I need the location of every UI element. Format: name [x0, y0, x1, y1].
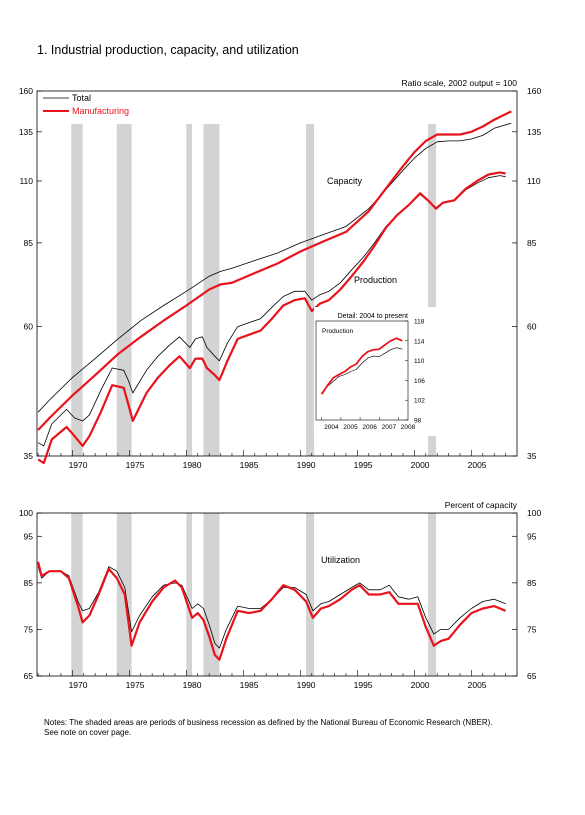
plot-frame — [36, 90, 518, 457]
recession-band — [203, 513, 220, 676]
annotation-production: Production — [354, 275, 397, 285]
x-tick-label: 1970 — [69, 460, 88, 470]
recession-band — [186, 124, 193, 456]
x-tick-label: 1980 — [183, 460, 202, 470]
x-tick-label: 2005 — [468, 460, 487, 470]
y-tick-label-left: 160 — [19, 86, 33, 96]
x-tick-label: 1995 — [354, 680, 373, 690]
y-tick-label-right: 100 — [527, 508, 541, 518]
y-tick-label-right: 65 — [527, 671, 537, 681]
recession-band — [71, 124, 83, 456]
inset-y-tick-label: 110 — [414, 358, 425, 365]
recession-band — [186, 513, 193, 676]
inset-y-tick-label: 106 — [414, 378, 425, 385]
recession-band — [428, 513, 437, 676]
y-tick-label-right: 75 — [527, 624, 537, 634]
y-tick-label-left: 95 — [24, 531, 34, 541]
scale-note: Percent of capacity — [445, 500, 518, 510]
inset-y-tick-label: 102 — [414, 398, 425, 405]
x-tick-label: 1975 — [126, 460, 145, 470]
inset-x-tick-label: 2008 — [401, 424, 416, 431]
x-tick-label: 1985 — [240, 680, 259, 690]
y-tick-label-right: 60 — [527, 322, 537, 332]
inset-series-line-manufacturing — [320, 337, 403, 395]
x-tick-label: 1980 — [183, 680, 202, 690]
x-tick-label: 2000 — [411, 460, 430, 470]
inset-background — [314, 307, 440, 436]
y-tick-label-left: 100 — [19, 508, 33, 518]
x-tick-label: 1985 — [240, 460, 259, 470]
inset-x-tick-label: 2006 — [362, 424, 377, 431]
legend-label-total: Total — [72, 93, 91, 103]
notes-line-2: See note on cover page. — [44, 728, 132, 737]
inset-series-line-total — [321, 347, 403, 394]
series-line-capacity-manufacturing — [37, 110, 512, 431]
y-tick-label-left: 85 — [24, 238, 34, 248]
notes-line-1: Notes: The shaded areas are periods of b… — [44, 718, 493, 727]
utilization-panel: 65 65 75 75 85 85 95 95 100 100 1970 1975 1980 1985 19… — [19, 500, 542, 690]
y-tick-label-left: 75 — [24, 624, 34, 634]
x-tick-label: 2005 — [468, 680, 487, 690]
inset-x-tick-label: 2007 — [382, 424, 397, 431]
inset-x-tick-label: 2004 — [324, 424, 339, 431]
y-tick-label-right: 160 — [527, 86, 541, 96]
inset-y-tick-label: 98 — [414, 418, 422, 425]
y-tick-label-right: 85 — [527, 578, 537, 588]
capacity-production-panel: 35 35 60 60 85 85 110 110 135 135 160 160 1970 1975 19… — [19, 78, 542, 470]
inset-label: Production — [322, 328, 353, 335]
inset-y-tick-label: 114 — [414, 338, 425, 345]
x-tick-label: 1990 — [297, 460, 316, 470]
x-tick-label: 1995 — [354, 460, 373, 470]
series-line-capacity-total — [37, 122, 512, 413]
recession-band — [71, 513, 83, 676]
notes: Notes: The shaded areas are periods of b… — [44, 718, 554, 738]
detail-inset-panel: Detail: 2004 to present Production 98 102 10… — [314, 307, 440, 436]
annotation-capacity: Capacity — [327, 176, 363, 186]
y-tick-label-left: 110 — [19, 176, 33, 186]
recession-band — [306, 513, 315, 676]
y-tick-label-right: 135 — [527, 127, 541, 137]
y-tick-label-left: 60 — [24, 322, 34, 332]
recession-band — [428, 124, 437, 456]
y-tick-label-left: 65 — [24, 671, 34, 681]
recession-band — [203, 124, 220, 456]
page-title: 1. Industrial production, capacity, and … — [37, 43, 299, 57]
y-tick-label-right: 35 — [527, 451, 537, 461]
series-line-utilization-manufacturing — [37, 561, 507, 661]
recession-band — [116, 124, 132, 456]
y-tick-label-right: 85 — [527, 238, 537, 248]
y-tick-label-left: 35 — [24, 451, 34, 461]
y-tick-label-right: 95 — [527, 531, 537, 541]
scale-note: Ratio scale, 2002 output = 100 — [401, 78, 517, 88]
recession-band — [306, 124, 315, 456]
x-tick-label: 2000 — [411, 680, 430, 690]
x-tick-label: 1970 — [69, 680, 88, 690]
inset-x-tick-label: 2005 — [343, 424, 358, 431]
x-tick-label: 1975 — [126, 680, 145, 690]
annotation-utilization: Utilization — [321, 555, 360, 565]
inset-frame — [315, 320, 409, 421]
x-tick-label: 1990 — [297, 680, 316, 690]
inset-title: Detail: 2004 to present — [338, 313, 408, 320]
series-line-production-manufacturing — [37, 171, 506, 465]
inset-y-tick-label: 118 — [414, 319, 425, 326]
y-tick-label-left: 135 — [19, 127, 33, 137]
y-tick-label-left: 85 — [24, 578, 34, 588]
plot-frame — [36, 512, 518, 677]
legend-label-manufacturing: Manufacturing — [72, 106, 129, 116]
y-tick-label-right: 110 — [527, 176, 541, 186]
